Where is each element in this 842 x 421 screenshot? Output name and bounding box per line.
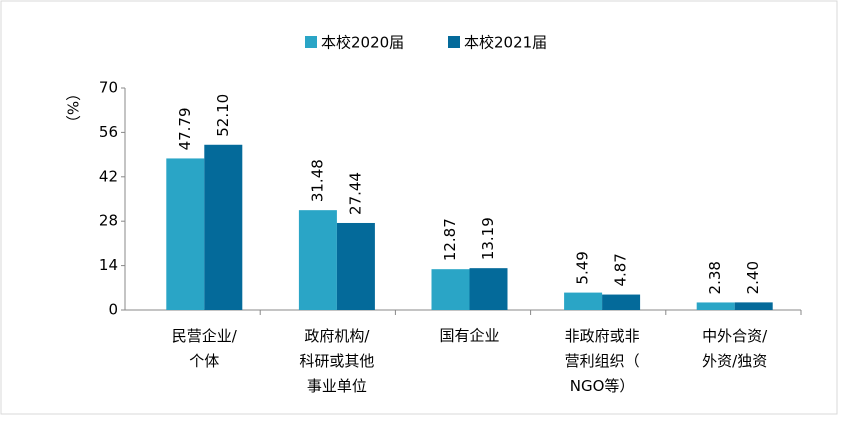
value-label: 31.48	[308, 159, 326, 202]
x-tick-label: 国有企业	[439, 327, 499, 345]
y-tick-label: 70	[99, 79, 118, 97]
bar	[204, 144, 243, 310]
bar	[298, 210, 337, 310]
value-label: 12.87	[441, 218, 459, 261]
x-tick-label: 民营企业/个体	[172, 327, 238, 370]
value-label: 52.10	[214, 94, 232, 137]
bar	[166, 158, 205, 310]
value-label: 27.44	[346, 172, 364, 215]
y-tick-label: 56	[99, 123, 118, 141]
y-tick-label: 42	[99, 167, 118, 185]
bar	[734, 302, 773, 310]
y-tick-label: 28	[99, 212, 118, 230]
x-tick-label: 中外合资/外资/独资	[702, 327, 768, 370]
value-label: 13.19	[479, 217, 497, 260]
legend-label: 本校2021届	[464, 34, 547, 52]
value-label: 2.40	[744, 261, 762, 294]
bar	[469, 268, 508, 310]
legend-swatch	[305, 36, 317, 48]
legend-label: 本校2020届	[321, 34, 404, 52]
bar	[696, 302, 735, 310]
x-tick-label: 非政府或非营利组织（ NGO等）	[565, 327, 640, 395]
bar	[602, 294, 641, 310]
y-tick-label: 0	[108, 301, 118, 319]
value-label: 5.49	[574, 251, 592, 284]
bar	[431, 269, 470, 310]
value-label: 4.87	[612, 253, 630, 286]
x-tick-label: 政府机构/科研或其他事业单位	[299, 327, 374, 395]
y-axis-label: （%）	[64, 86, 82, 130]
legend-swatch	[448, 36, 460, 48]
value-label: 2.38	[706, 261, 724, 294]
bar	[336, 222, 375, 310]
value-label: 47.79	[176, 107, 194, 150]
bar	[564, 292, 603, 310]
y-tick-label: 14	[99, 256, 118, 274]
